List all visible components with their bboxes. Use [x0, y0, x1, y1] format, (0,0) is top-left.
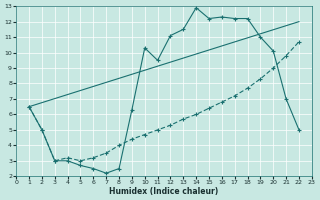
X-axis label: Humidex (Indice chaleur): Humidex (Indice chaleur) — [109, 187, 219, 196]
